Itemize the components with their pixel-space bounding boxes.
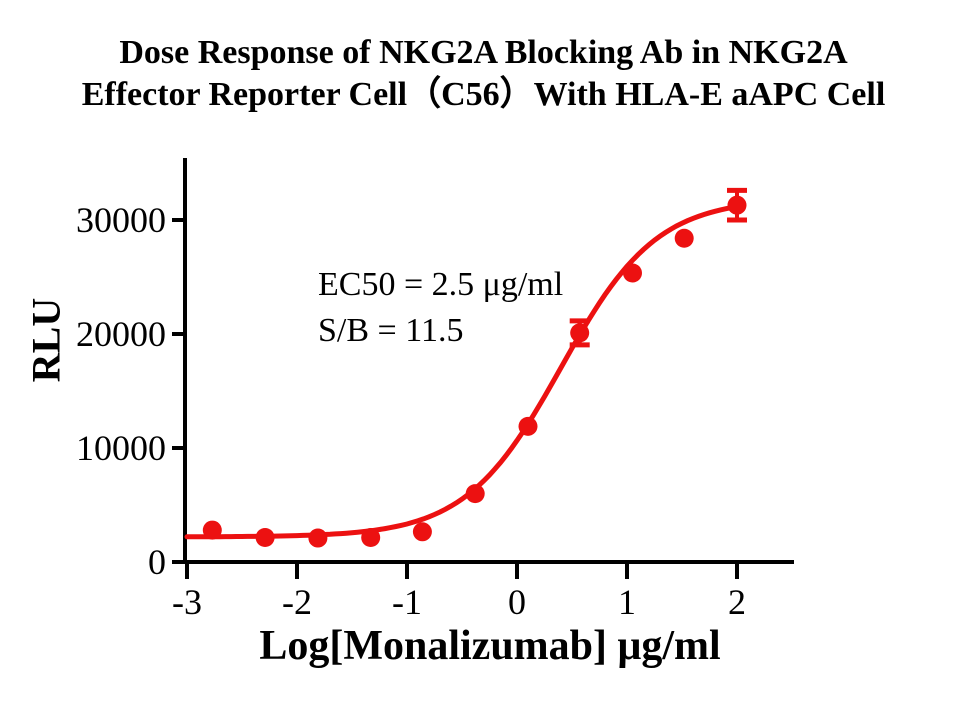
data-point (674, 228, 694, 248)
ec50-text: EC50 = 2.5 μg/ml (318, 266, 564, 303)
data-point (308, 528, 328, 548)
x-tick-label: -1 (392, 582, 422, 622)
x-tick-label: 0 (508, 582, 526, 622)
x-tick-label: -3 (172, 582, 202, 622)
x-tick-label: 1 (618, 582, 636, 622)
fit-annotation: EC50 = 2.5 μg/ml S/B = 11.5 (318, 262, 563, 354)
chart-title-line-2: Effector Reporter Cell（C56）With HLA-E aA… (81, 76, 886, 113)
x-tick-label: -2 (282, 582, 312, 622)
data-point (255, 527, 275, 547)
data-point (570, 323, 590, 343)
data-point (727, 195, 747, 215)
x-tick-label: 2 (728, 582, 746, 622)
data-point (623, 263, 642, 283)
data-point (412, 522, 432, 542)
data-point (202, 520, 222, 540)
data-point (361, 527, 381, 547)
x-axis-title: Log[Monalizumab] μg/ml (259, 623, 721, 669)
y-tick-label: 30000 (76, 200, 166, 240)
data-point (465, 484, 485, 504)
y-axis-title: RLU (23, 297, 69, 383)
y-tick-label: 20000 (76, 314, 166, 354)
chart-title: Dose Response of NKG2A Blocking Ab in NK… (0, 32, 967, 116)
chart-title-line-1: Dose Response of NKG2A Blocking Ab in NK… (119, 34, 848, 71)
data-point (518, 416, 538, 436)
y-tick-label: 0 (148, 542, 166, 582)
fit-curve (184, 204, 740, 540)
signal-background-text: S/B = 11.5 (318, 312, 464, 349)
y-tick-label: 10000 (76, 428, 166, 468)
